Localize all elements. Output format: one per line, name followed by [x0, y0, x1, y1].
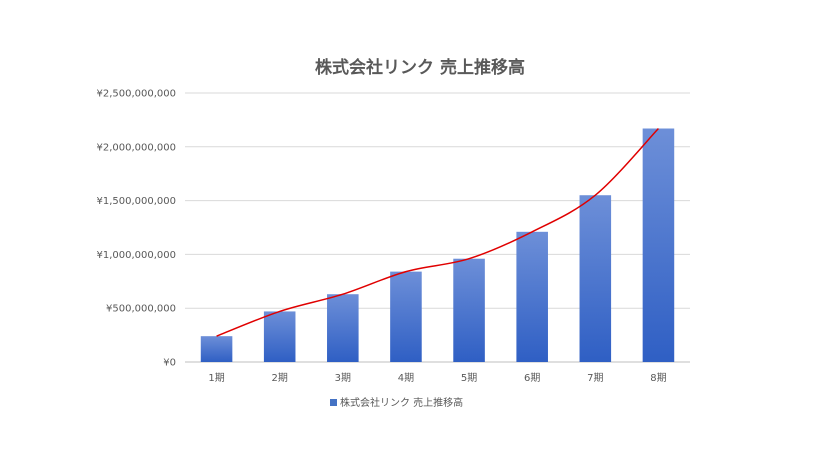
bars — [200, 128, 675, 362]
y-tick-label: ¥500,000,000 — [106, 304, 176, 315]
x-tick-label: 4期 — [398, 372, 414, 384]
bar-2 — [263, 311, 296, 362]
legend-marker — [330, 399, 337, 406]
x-axis-labels: 1期 2期 3期 4期 5期 6期 7期 8期 — [208, 372, 666, 384]
legend-label: 株式会社リンク 売上推移高 — [340, 396, 463, 409]
x-tick-label: 2期 — [272, 372, 288, 384]
bar-7 — [579, 195, 612, 362]
x-tick-label: 8期 — [650, 372, 666, 384]
bar-6 — [516, 231, 548, 362]
bar-4 — [390, 271, 422, 362]
x-tick-label: 3期 — [335, 372, 351, 384]
y-axis-labels: ¥0 ¥500,000,000 ¥1,000,000,000 ¥1,500,000,0… — [96, 89, 176, 369]
gridlines — [185, 92, 690, 363]
y-tick-label: ¥1,000,000,000 — [96, 250, 176, 261]
bar-3 — [327, 294, 359, 362]
bar-5 — [453, 258, 485, 362]
bar-8 — [642, 128, 675, 362]
x-tick-label: 5期 — [461, 372, 477, 384]
y-tick-label: ¥1,500,000,000 — [96, 196, 176, 207]
bar-1 — [200, 336, 233, 362]
x-tick-label: 7期 — [587, 372, 603, 384]
y-tick-label: ¥2,000,000,000 — [96, 142, 176, 153]
chart-title: 株式会社リンク 売上推移高 — [315, 57, 525, 78]
y-tick-label: ¥2,500,000,000 — [96, 89, 176, 100]
trendline — [216, 127, 659, 337]
x-tick-label: 6期 — [524, 372, 540, 384]
y-tick-label: ¥0 — [163, 358, 176, 369]
legend: 株式会社リンク 売上推移高 — [330, 396, 463, 409]
x-tick-label: 1期 — [208, 372, 224, 384]
trendline-group — [216, 127, 659, 337]
